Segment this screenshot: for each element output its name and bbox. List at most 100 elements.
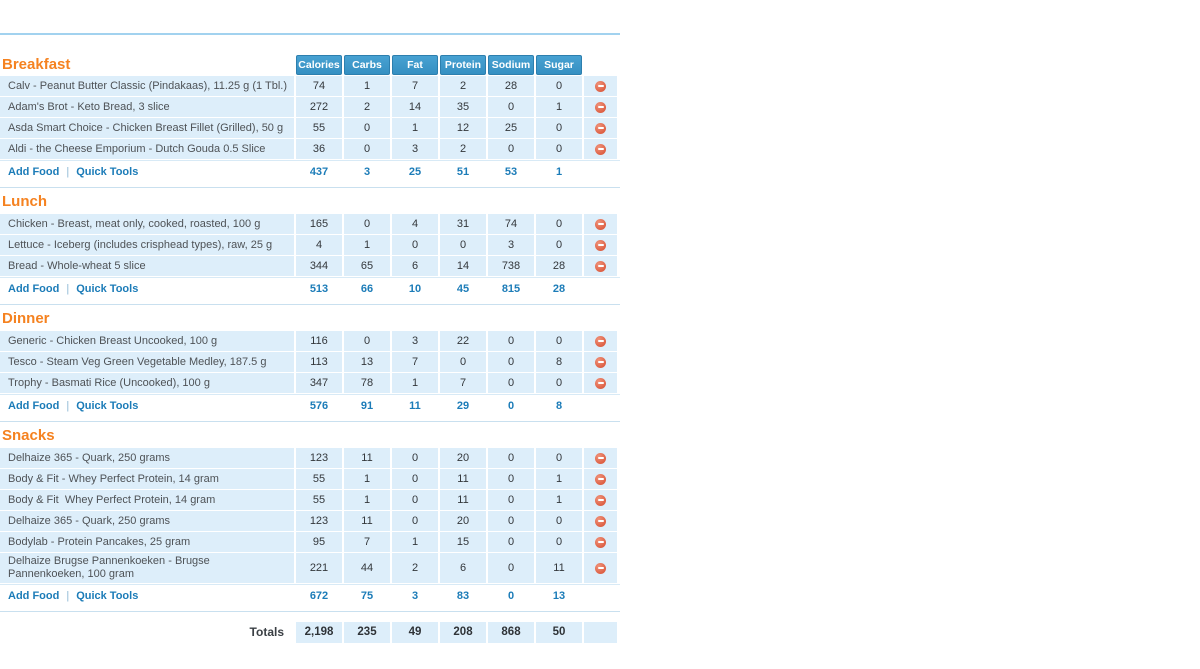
delete-icon[interactable] xyxy=(595,562,606,574)
calories-value: 113 xyxy=(296,352,342,372)
delete-icon[interactable] xyxy=(595,356,606,368)
delete-icon[interactable] xyxy=(595,452,606,464)
food-description[interactable]: Trophy - Basmati Rice (Uncooked), 100 g xyxy=(0,373,294,393)
subtotal-carbs: 75 xyxy=(360,589,374,602)
food-description[interactable]: Delhaize Brugse Pannenkoeken - Brugse Pa… xyxy=(0,553,294,583)
carbs-value: 0 xyxy=(344,214,390,234)
sugar-value: 0 xyxy=(536,511,582,531)
sugar-value: 1 xyxy=(536,469,582,489)
dinner-actions-row: Add Food | Quick Tools 576 91 11 29 0 8 xyxy=(0,394,620,416)
protein-value: 31 xyxy=(440,214,486,234)
food-description[interactable]: Adam's Brot - Keto Bread, 3 slice xyxy=(0,97,294,117)
column-header-protein[interactable]: Protein xyxy=(440,55,486,75)
protein-value: 0 xyxy=(440,235,486,255)
carbs-value: 1 xyxy=(344,76,390,96)
delete-icon[interactable] xyxy=(595,377,606,389)
protein-value: 6 xyxy=(440,553,486,583)
carbs-value: 11 xyxy=(344,448,390,468)
delete-cell xyxy=(584,118,617,138)
sugar-value: 1 xyxy=(536,97,582,117)
subtotal-sugar: 13 xyxy=(552,589,566,602)
calories-value: 347 xyxy=(296,373,342,393)
delete-icon[interactable] xyxy=(595,143,606,155)
calories-value: 221 xyxy=(296,553,342,583)
food-description[interactable]: Bodylab - Protein Pancakes, 25 gram xyxy=(0,532,294,552)
column-header-sugar[interactable]: Sugar xyxy=(536,55,582,75)
totals-section: Totals 2,198 235 49 208 868 50 xyxy=(0,611,620,643)
carbs-value: 13 xyxy=(344,352,390,372)
delete-icon[interactable] xyxy=(595,239,606,251)
add-food-link[interactable]: Add Food xyxy=(8,282,60,295)
lunch-header-row: Lunch xyxy=(0,192,620,213)
actions-separator: | xyxy=(66,282,70,295)
food-description[interactable]: Asda Smart Choice - Chicken Breast Fille… xyxy=(0,118,294,138)
carbs-value: 2 xyxy=(344,97,390,117)
food-description[interactable]: Body & Fit - Whey Perfect Protein, 14 gr… xyxy=(0,469,294,489)
delete-icon[interactable] xyxy=(595,101,606,113)
calories-value: 74 xyxy=(296,76,342,96)
carbs-value: 1 xyxy=(344,235,390,255)
delete-icon[interactable] xyxy=(595,335,606,347)
meal-actions: Add Food | Quick Tools xyxy=(0,590,294,602)
delete-icon[interactable] xyxy=(595,515,606,527)
sugar-value: 28 xyxy=(536,256,582,276)
add-food-link[interactable]: Add Food xyxy=(8,165,60,178)
delete-icon[interactable] xyxy=(595,122,606,134)
food-description[interactable]: Calv - Peanut Butter Classic (Pindakaas)… xyxy=(0,76,294,96)
food-description[interactable]: Tesco - Steam Veg Green Vegetable Medley… xyxy=(0,352,294,372)
sugar-value: 0 xyxy=(536,214,582,234)
delete-icon[interactable] xyxy=(595,473,606,485)
column-header-fat[interactable]: Fat xyxy=(392,55,438,75)
sugar-value: 0 xyxy=(536,76,582,96)
table-row: Chicken - Breast, meat only, cooked, roa… xyxy=(0,214,620,234)
table-row: Asda Smart Choice - Chicken Breast Fille… xyxy=(0,118,620,138)
sodium-value: 0 xyxy=(488,490,534,510)
breakfast-actions-row: Add Food | Quick Tools 437 3 25 51 53 1 xyxy=(0,160,620,182)
carbs-value: 1 xyxy=(344,469,390,489)
delete-icon[interactable] xyxy=(595,494,606,506)
food-description[interactable]: Generic - Chicken Breast Uncooked, 100 g xyxy=(0,331,294,351)
meal-title-snacks: Snacks xyxy=(2,427,55,444)
table-row: Bread - Whole-wheat 5 slice 344 65 6 14 … xyxy=(0,256,620,276)
carbs-value: 0 xyxy=(344,139,390,159)
quick-tools-link[interactable]: Quick Tools xyxy=(76,282,139,295)
quick-tools-link[interactable]: Quick Tools xyxy=(76,399,139,412)
delete-icon[interactable] xyxy=(595,80,606,92)
calories-value: 95 xyxy=(296,532,342,552)
totals-delete-spacer xyxy=(584,622,617,643)
protein-value: 22 xyxy=(440,331,486,351)
food-description[interactable]: Bread - Whole-wheat 5 slice xyxy=(0,256,294,276)
sugar-value: 1 xyxy=(536,490,582,510)
table-row: Tesco - Steam Veg Green Vegetable Medley… xyxy=(0,352,620,372)
add-food-link[interactable]: Add Food xyxy=(8,399,60,412)
subtotal-sodium: 53 xyxy=(504,165,518,178)
delete-cell xyxy=(584,511,617,531)
food-description[interactable]: Delhaize 365 - Quark, 250 grams xyxy=(0,511,294,531)
column-header-carbs[interactable]: Carbs xyxy=(344,55,390,75)
table-row: Delhaize Brugse Pannenkoeken - Brugse Pa… xyxy=(0,553,620,583)
table-row: Lettuce - Iceberg (includes crisphead ty… xyxy=(0,235,620,255)
food-description[interactable]: Body & Fit Whey Perfect Protein, 14 gram xyxy=(0,490,294,510)
delete-cell xyxy=(584,97,617,117)
subtotal-fat: 10 xyxy=(408,282,422,295)
sugar-value: 0 xyxy=(536,331,582,351)
actions-separator: | xyxy=(66,165,70,178)
quick-tools-link[interactable]: Quick Tools xyxy=(76,589,139,602)
food-description[interactable]: Chicken - Breast, meat only, cooked, roa… xyxy=(0,214,294,234)
delete-icon[interactable] xyxy=(595,536,606,548)
sugar-value: 0 xyxy=(536,532,582,552)
food-description[interactable]: Aldi - the Cheese Emporium - Dutch Gouda… xyxy=(0,139,294,159)
dinner-header-row: Dinner xyxy=(0,309,620,330)
column-header-calories[interactable]: Calories xyxy=(296,55,342,75)
protein-value: 7 xyxy=(440,373,486,393)
food-description[interactable]: Delhaize 365 - Quark, 250 grams xyxy=(0,448,294,468)
add-food-link[interactable]: Add Food xyxy=(8,589,60,602)
column-header-sodium[interactable]: Sodium xyxy=(488,55,534,75)
carbs-value: 7 xyxy=(344,532,390,552)
delete-icon[interactable] xyxy=(595,260,606,272)
food-description[interactable]: Lettuce - Iceberg (includes crisphead ty… xyxy=(0,235,294,255)
delete-icon[interactable] xyxy=(595,218,606,230)
quick-tools-link[interactable]: Quick Tools xyxy=(76,165,139,178)
subtotal-protein: 51 xyxy=(456,165,470,178)
sugar-value: 0 xyxy=(536,118,582,138)
